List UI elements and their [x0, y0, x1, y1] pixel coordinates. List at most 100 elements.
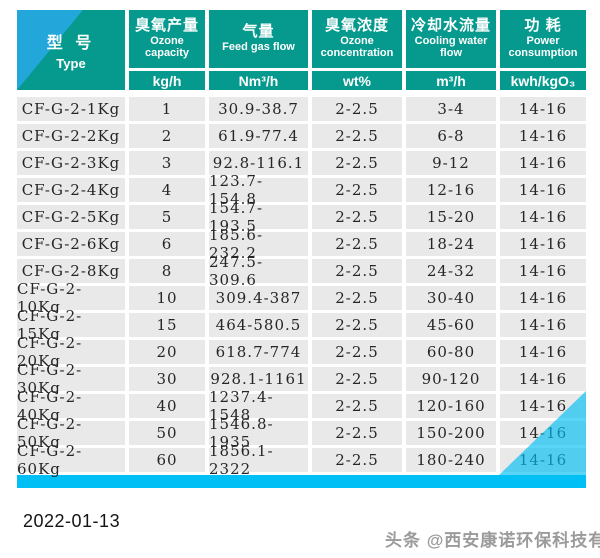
value-cell: 90-120	[406, 367, 496, 391]
value-cell: 180-240	[406, 448, 496, 472]
value-cell: 14-16	[500, 421, 586, 445]
model-cell: CF-G-2-3Kg	[17, 151, 125, 175]
header-cell-ozone-concentration: 臭氧浓度 Ozone concentration	[312, 10, 402, 68]
value-cell: 14-16	[500, 286, 586, 310]
value-cell: 2-2.5	[312, 232, 402, 256]
value-cell: 20	[129, 340, 205, 364]
header-en: Ozone concentration	[320, 35, 394, 60]
header-en: Ozone capacity	[144, 35, 190, 60]
value-cell: 8	[129, 259, 205, 283]
value-cell: 14-16	[500, 178, 586, 202]
value-cell: 1546.8-1935	[209, 415, 308, 451]
value-cell: 150-200	[406, 421, 496, 445]
value-cell: 1856.1-2322	[209, 442, 308, 478]
value-cell: 2-2.5	[312, 448, 402, 472]
value-cell: 14-16	[500, 313, 586, 337]
table-body: CF-G-2-1Kg 1 30.9-38.7 2-2.5 3-4 14-16 CF-G-2-…	[17, 97, 586, 478]
value-cell: 14-16	[500, 97, 586, 121]
value-cell: 4	[129, 178, 205, 202]
value-cell: 2-2.5	[312, 259, 402, 283]
value-cell: 2-2.5	[312, 313, 402, 337]
header-en: Power consumption	[508, 35, 578, 60]
value-cell: 2-2.5	[312, 151, 402, 175]
value-cell: 40	[129, 394, 205, 418]
header-cell-cooling-water-flow: 冷却水流量 Cooling water flow	[406, 10, 496, 68]
value-cell: 9-12	[406, 151, 496, 175]
value-cell: 3	[129, 151, 205, 175]
header-zh: 功 耗	[524, 17, 562, 35]
bottom-accent-bar	[17, 475, 586, 488]
value-cell: 14-16	[500, 259, 586, 283]
value-cell: 30.9-38.7	[209, 97, 308, 121]
value-cell: 247.5-309.6	[209, 253, 308, 289]
value-cell: 2	[129, 124, 205, 148]
watermark-text: 头条 @西安康诺环保科技有限	[385, 531, 600, 550]
model-cell: CF-G-2-4Kg	[17, 178, 125, 202]
model-cell: CF-G-2-6Kg	[17, 232, 125, 256]
value-cell: 14-16	[500, 151, 586, 175]
model-cell: CF-G-2-2Kg	[17, 124, 125, 148]
value-cell: 50	[129, 421, 205, 445]
value-cell: 6-8	[406, 124, 496, 148]
value-cell: 618.7-774	[209, 340, 308, 364]
model-cell: CF-G-2-20Kg	[17, 334, 125, 370]
value-cell: 18-24	[406, 232, 496, 256]
header-cell-ozone-capacity: 臭氧产量 Ozone capacity	[129, 10, 205, 68]
model-cell: CF-G-2-1Kg	[17, 97, 125, 121]
value-cell: 92.8-116.1	[209, 151, 308, 175]
table-header: 型 号 Type 臭氧产量 Ozone capacity 气量 Feed gas…	[17, 10, 586, 90]
value-cell: 1237.4-1548	[209, 388, 308, 424]
header-type-en: Type	[56, 56, 86, 71]
value-cell: 3-4	[406, 97, 496, 121]
header-en: Feed gas flow	[222, 41, 295, 54]
value-cell: 14-16	[500, 124, 586, 148]
value-cell: 2-2.5	[312, 178, 402, 202]
model-cell: CF-G-2-40Kg	[17, 388, 125, 424]
header-cell-power-consumption: 功 耗 Power consumption	[500, 10, 586, 68]
model-cell: CF-G-2-5Kg	[17, 205, 125, 229]
value-cell: 61.9-77.4	[209, 124, 308, 148]
value-cell: 15	[129, 313, 205, 337]
header-zh: 气量	[242, 22, 275, 40]
header-zh: 臭氧浓度	[324, 17, 389, 35]
unit-cell-wt-pct: wt%	[312, 71, 402, 90]
value-cell: 45-60	[406, 313, 496, 337]
value-cell: 928.1-1161	[209, 367, 308, 391]
unit-cell-m3-h: m³/h	[406, 71, 496, 90]
value-cell: 6	[129, 232, 205, 256]
unit-cell-kwh-kgo3: kwh/kgO₃	[500, 71, 586, 90]
value-cell: 2-2.5	[312, 367, 402, 391]
header-cell-feed-gas-flow: 气量 Feed gas flow	[209, 10, 308, 68]
value-cell: 14-16	[500, 232, 586, 256]
unit-cell-kg-h: kg/h	[129, 71, 205, 90]
value-cell: 309.4-387	[209, 286, 308, 310]
value-cell: 5	[129, 205, 205, 229]
value-cell: 14-16	[500, 394, 586, 418]
value-cell: 2-2.5	[312, 97, 402, 121]
value-cell: 30	[129, 367, 205, 391]
unit-cell-nm3-h: Nm³/h	[209, 71, 308, 90]
header-zh: 冷却水流量	[410, 17, 491, 35]
value-cell: 60-80	[406, 340, 496, 364]
date-label: 2022-01-13	[23, 511, 121, 531]
value-cell: 2-2.5	[312, 421, 402, 445]
header-zh: 臭氧产量	[134, 17, 199, 35]
value-cell: 14-16	[500, 448, 586, 472]
model-cell: CF-G-2-15Kg	[17, 307, 125, 343]
value-cell: 30-40	[406, 286, 496, 310]
value-cell: 2-2.5	[312, 124, 402, 148]
value-cell: 120-160	[406, 394, 496, 418]
value-cell: 14-16	[500, 367, 586, 391]
model-cell: CF-G-2-50Kg	[17, 415, 125, 451]
model-cell: CF-G-2-8Kg	[17, 259, 125, 283]
value-cell: 464-580.5	[209, 313, 308, 337]
header-type-zh: 型 号	[46, 35, 96, 52]
value-cell: 2-2.5	[312, 205, 402, 229]
value-cell: 10	[129, 286, 205, 310]
value-cell: 14-16	[500, 205, 586, 229]
value-cell: 2-2.5	[312, 286, 402, 310]
header-cell-type: 型 号 Type	[17, 10, 125, 90]
value-cell: 1	[129, 97, 205, 121]
value-cell: 24-32	[406, 259, 496, 283]
